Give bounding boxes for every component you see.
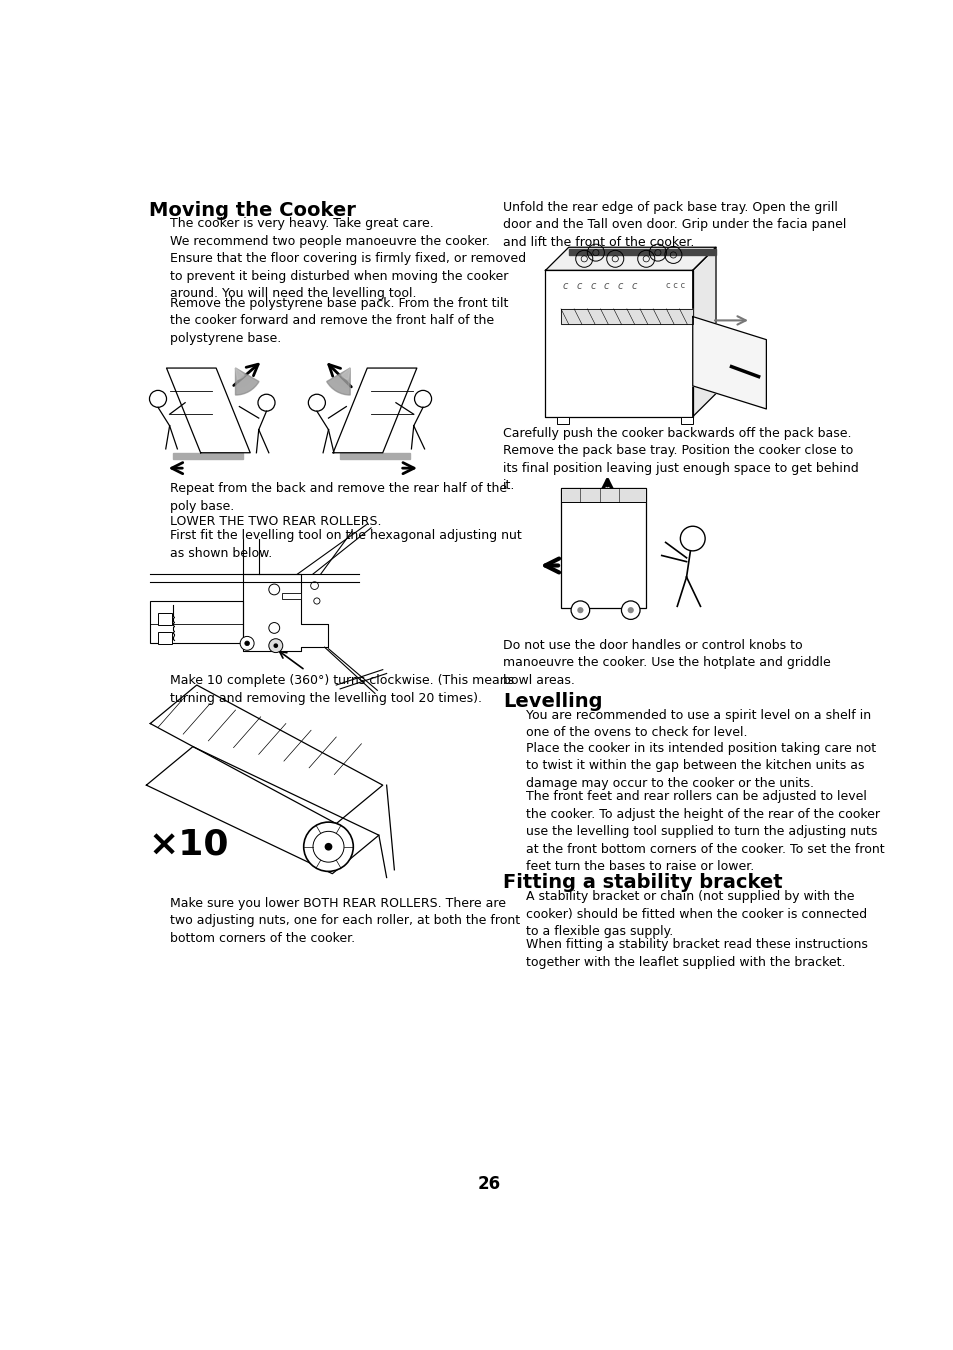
Text: LOWER THE TWO REAR ROLLERS.: LOWER THE TWO REAR ROLLERS. [170,516,381,528]
Text: c: c [590,281,595,290]
Circle shape [245,641,249,645]
Text: Fitting a stability bracket: Fitting a stability bracket [502,873,781,892]
Text: Unfold the rear edge of pack base tray. Open the grill
door and the Tall oven do: Unfold the rear edge of pack base tray. … [502,201,845,248]
Wedge shape [341,369,350,379]
Polygon shape [545,270,692,417]
Text: The front feet and rear rollers can be adjusted to level
the cooker. To adjust t: The front feet and rear rollers can be a… [525,790,883,873]
Text: Moving the Cooker: Moving the Cooker [149,201,355,220]
Text: Remove the polystyrene base pack. From the front tilt
the cooker forward and rem: Remove the polystyrene base pack. From t… [170,297,507,344]
Text: c: c [561,281,567,290]
Polygon shape [146,747,378,873]
Text: Repeat from the back and remove the rear half of the
poly base.: Repeat from the back and remove the rear… [170,482,506,513]
Circle shape [324,842,332,850]
Wedge shape [334,369,350,387]
Bar [158,632,172,644]
Circle shape [620,601,639,620]
Circle shape [303,822,353,871]
Text: A stability bracket or chain (not supplied by with the
cooker) should be fitted : A stability bracket or chain (not suppli… [525,890,866,938]
Circle shape [577,608,583,613]
Bar [557,417,568,424]
Text: Make sure you lower BOTH REAR ROLLERS. There are
two adjusting nuts, one for eac: Make sure you lower BOTH REAR ROLLERS. T… [170,896,519,945]
Polygon shape [333,369,416,452]
Text: When fitting a stability bracket read these instructions
together with the leafl: When fitting a stability bracket read th… [525,938,867,969]
Wedge shape [235,369,251,387]
Polygon shape [560,309,692,324]
Wedge shape [326,369,350,396]
Text: c: c [631,281,637,290]
Bar [282,593,301,599]
Bar [150,601,243,644]
Polygon shape [167,369,250,452]
Wedge shape [235,369,244,379]
Text: Make 10 complete (360°) turns clockwise. (This means
turning and removing the le: Make 10 complete (360°) turns clockwise.… [170,674,514,705]
Text: Do not use the door handles or control knobs to
manoeuvre the cooker. Use the ho: Do not use the door handles or control k… [502,639,830,687]
Polygon shape [545,247,716,270]
Text: ×10: ×10 [149,828,229,861]
Text: Place the cooker in its intended position taking care not
to twist it within the: Place the cooker in its intended positio… [525,741,876,790]
Polygon shape [568,248,716,255]
Text: The cooker is very heavy. Take great care.
We recommend two people manoeuvre the: The cooker is very heavy. Take great car… [170,217,525,301]
Circle shape [240,636,253,651]
Bar [158,613,172,625]
Text: Carefully push the cooker backwards off the pack base.
Remove the pack base tray: Carefully push the cooker backwards off … [502,427,858,493]
Polygon shape [243,574,328,651]
Text: c c c: c c c [665,281,684,290]
Text: c: c [618,281,622,290]
Text: c: c [576,281,581,290]
Text: You are recommended to use a spirit level on a shelf in
one of the ovens to chec: You are recommended to use a spirit leve… [525,709,870,738]
Circle shape [274,644,278,648]
Text: Levelling: Levelling [502,691,601,710]
Bar [560,489,645,502]
Text: c: c [603,281,609,290]
Bar [680,417,692,424]
Circle shape [269,639,282,652]
Circle shape [313,832,344,863]
Circle shape [571,601,589,620]
Circle shape [627,608,633,613]
Bar [173,452,243,459]
Polygon shape [692,247,716,417]
Bar [340,452,410,459]
Bar [560,489,645,608]
Wedge shape [235,369,258,396]
Text: 26: 26 [476,1174,500,1192]
Polygon shape [150,684,382,824]
Polygon shape [692,316,765,409]
Text: First fit the levelling tool on the hexagonal adjusting nut
as shown below.: First fit the levelling tool on the hexa… [170,529,521,560]
